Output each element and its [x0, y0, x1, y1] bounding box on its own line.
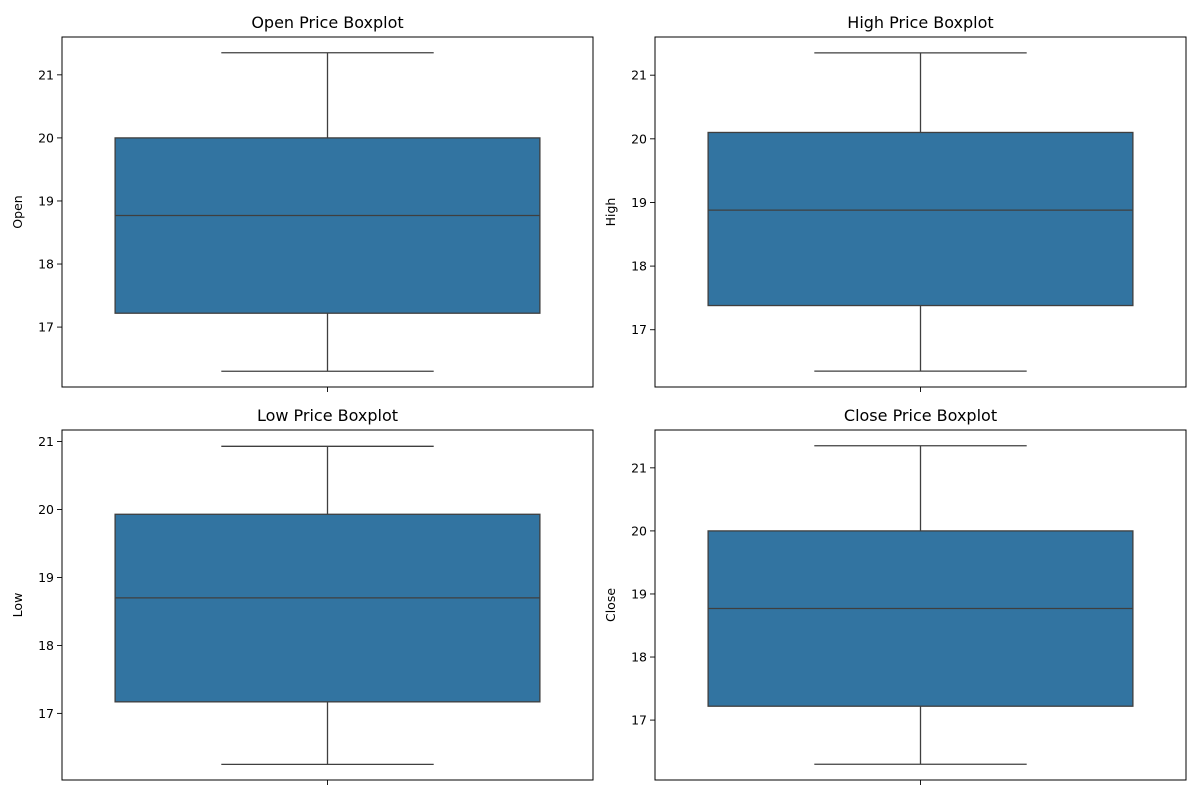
y-tick-label: 19 — [631, 195, 647, 210]
y-tick-label: 18 — [631, 650, 647, 665]
y-tick-label: 17 — [38, 320, 54, 335]
subplot-1: Open Price Boxplot Open 17 18 19 20 21 — [10, 13, 594, 392]
y-axis-label: Open — [10, 195, 25, 228]
subplot-2: High Price Boxplot High 17 18 19 20 21 — [603, 13, 1187, 392]
y-tick-label: 21 — [631, 460, 647, 475]
axes-frame — [654, 36, 1187, 388]
y-tick-label: 17 — [631, 713, 647, 728]
axes-frame — [654, 429, 1187, 781]
chart-title: Low Price Boxplot — [257, 406, 398, 425]
y-tick-label: 19 — [631, 586, 647, 601]
iqr-box — [114, 513, 541, 703]
subplot-4: Close Price Boxplot Close 17 18 19 20 21 — [603, 406, 1187, 785]
y-tick-label: 18 — [631, 259, 647, 274]
axes-frame — [61, 429, 594, 781]
y-tick-label: 19 — [38, 570, 54, 585]
y-tick-label: 20 — [631, 131, 647, 146]
chart-title: High Price Boxplot — [847, 13, 993, 32]
y-tick-label: 17 — [38, 706, 54, 721]
iqr-box — [114, 137, 541, 314]
y-tick-label: 20 — [38, 502, 54, 517]
y-axis-label: Low — [10, 593, 25, 618]
subplot-3: Low Price Boxplot Low 17 18 19 20 21 — [10, 406, 594, 785]
y-axis-label: Close — [603, 588, 618, 622]
y-tick-label: 17 — [631, 322, 647, 337]
y-tick-label: 21 — [38, 434, 54, 449]
y-tick-label: 20 — [38, 130, 54, 145]
iqr-box — [707, 530, 1134, 707]
iqr-box — [707, 131, 1134, 307]
y-tick-label: 18 — [38, 638, 54, 653]
y-tick-label: 21 — [631, 68, 647, 83]
y-tick-label: 19 — [38, 193, 54, 208]
y-tick-label: 21 — [38, 67, 54, 82]
chart-title: Close Price Boxplot — [844, 406, 997, 425]
axes-frame — [61, 36, 594, 388]
y-axis-label: High — [603, 198, 618, 227]
y-tick-label: 18 — [38, 257, 54, 272]
chart-title: Open Price Boxplot — [251, 13, 403, 32]
y-tick-label: 20 — [631, 523, 647, 538]
